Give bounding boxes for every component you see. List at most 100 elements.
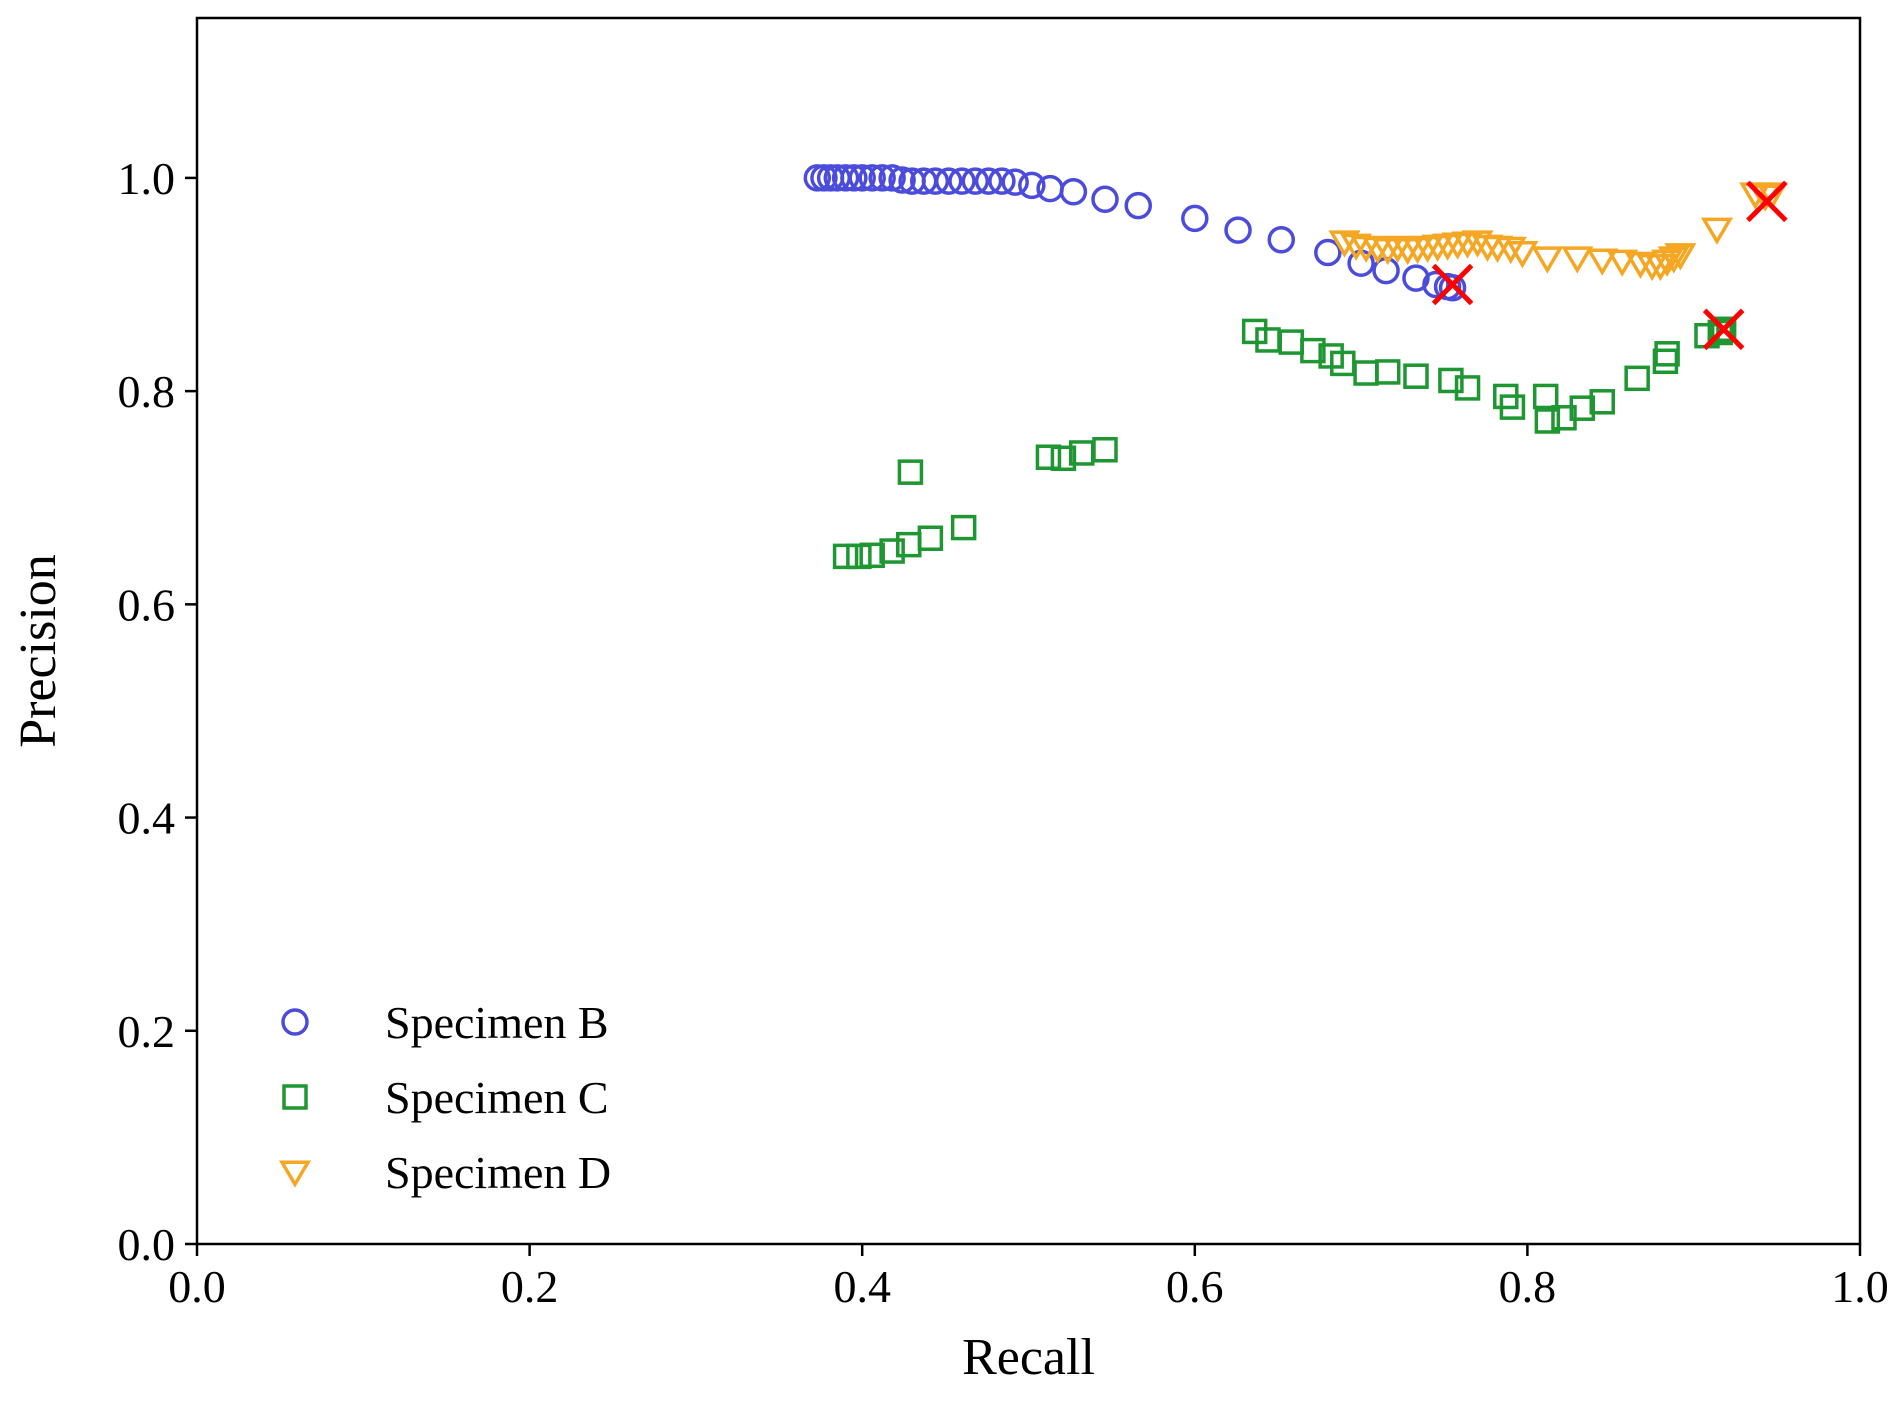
best-point-x-marker: [1702, 308, 1745, 351]
data-point: [1700, 217, 1734, 245]
data-point: [840, 164, 868, 192]
legend-marker: [278, 1160, 312, 1188]
x-stroke: [1431, 263, 1474, 306]
legend-label: Specimen B: [385, 997, 609, 1048]
data-point: [846, 543, 872, 570]
data-point: [1059, 178, 1088, 206]
data-point: [1328, 230, 1361, 258]
data-point: [1710, 316, 1737, 343]
data-point: [974, 167, 1003, 195]
y-axis-label: Precision: [10, 554, 67, 748]
data-point: [1461, 230, 1494, 258]
series-specimen-d: [1328, 182, 1788, 282]
data-markers: [803, 164, 1788, 570]
data-point: [1454, 375, 1481, 401]
data-point: [1438, 367, 1464, 394]
data-point: [921, 167, 950, 195]
axis-ticks: 0.0 0.2 0.4 0.6 0.8 1.0 0.0 0.2 0.4 0.6 0.8 1.0: [118, 153, 1889, 1312]
data-point: [1402, 264, 1430, 292]
data-point: [1381, 235, 1414, 264]
data-point: [1300, 337, 1326, 364]
y-tick-label: 0.8: [118, 366, 176, 417]
data-point: [831, 164, 860, 192]
data-point: [1532, 383, 1559, 410]
data-point: [1422, 270, 1450, 299]
data-point: [1224, 216, 1252, 244]
data-point: [1569, 395, 1596, 421]
data-point: [1589, 389, 1615, 415]
data-point: [1531, 246, 1564, 274]
legend-label: Specimen C: [385, 1072, 609, 1123]
data-point: [1314, 238, 1342, 267]
data-point: [1561, 246, 1594, 274]
x-stroke: [1746, 180, 1788, 223]
data-point: [1092, 437, 1118, 463]
plot-frame: [195, 16, 1862, 1246]
data-point: [1534, 408, 1561, 434]
data-point: [1050, 445, 1077, 472]
data-point: [859, 542, 885, 569]
data-point: [1494, 236, 1527, 265]
data-point: [948, 167, 976, 195]
x-tick-label: 0.0: [168, 1261, 226, 1312]
data-point: [1506, 241, 1539, 269]
data-point: [950, 514, 977, 541]
data-point: [1586, 248, 1619, 276]
data-point: [1657, 246, 1690, 274]
data-point: [1755, 182, 1788, 210]
y-tick-label: 0.2: [118, 1006, 176, 1057]
data-point: [1664, 243, 1697, 271]
data-point: [934, 167, 963, 195]
y-tick-label: 0.0: [118, 1219, 176, 1270]
x-stroke: [1702, 308, 1745, 351]
legend: Specimen B Specimen C Specimen D: [278, 997, 611, 1198]
data-point: [1403, 363, 1429, 389]
data-point: [879, 538, 905, 564]
x-tick-label: 1.0: [1831, 1261, 1889, 1312]
data-point: [1499, 394, 1526, 420]
legend-entry: Specimen D: [278, 1147, 611, 1198]
x-axis-label: Recall: [962, 1329, 1095, 1386]
data-point: [961, 167, 990, 195]
data-point: [1624, 251, 1657, 280]
data-point: [1124, 191, 1153, 220]
data-point: [1651, 249, 1684, 277]
x-tick-label: 0.8: [1499, 1261, 1557, 1312]
data-point: [1267, 225, 1296, 254]
data-point: [1654, 341, 1680, 367]
best-point-x-marker: [1431, 263, 1474, 306]
data-point: [1340, 233, 1373, 261]
data-point: [848, 164, 876, 192]
y-tick-label: 0.6: [118, 579, 176, 630]
data-point: [1181, 204, 1209, 233]
y-tick-label: 0.4: [118, 793, 176, 844]
data-point: [1241, 318, 1268, 345]
data-point: [917, 525, 944, 552]
legend-marker: [282, 1084, 308, 1110]
data-point: [1707, 319, 1734, 346]
legend-marker: [281, 1008, 309, 1036]
series-specimen-c: [832, 316, 1737, 570]
legend-entry: Specimen B: [281, 997, 609, 1048]
legend-label: Specimen D: [385, 1147, 611, 1198]
legend-entry: Specimen C: [282, 1072, 609, 1123]
data-point: [878, 164, 906, 192]
data-point: [1091, 185, 1119, 213]
data-point: [1644, 253, 1677, 282]
data-point: [897, 459, 924, 485]
x-tick-label: 0.2: [501, 1261, 559, 1312]
data-point: [1624, 365, 1650, 392]
x-tick-label: 0.4: [833, 1261, 891, 1312]
data-point: [1018, 171, 1046, 200]
data-point: [868, 164, 896, 192]
best-point-markers: [1431, 180, 1788, 351]
data-point: [1035, 444, 1062, 470]
best-point-x-marker: [1746, 180, 1788, 223]
y-tick-label: 1.0: [118, 153, 176, 204]
data-point: [888, 166, 916, 194]
data-point: [1001, 168, 1029, 196]
data-point: [832, 543, 859, 570]
data-point: [1606, 249, 1639, 277]
